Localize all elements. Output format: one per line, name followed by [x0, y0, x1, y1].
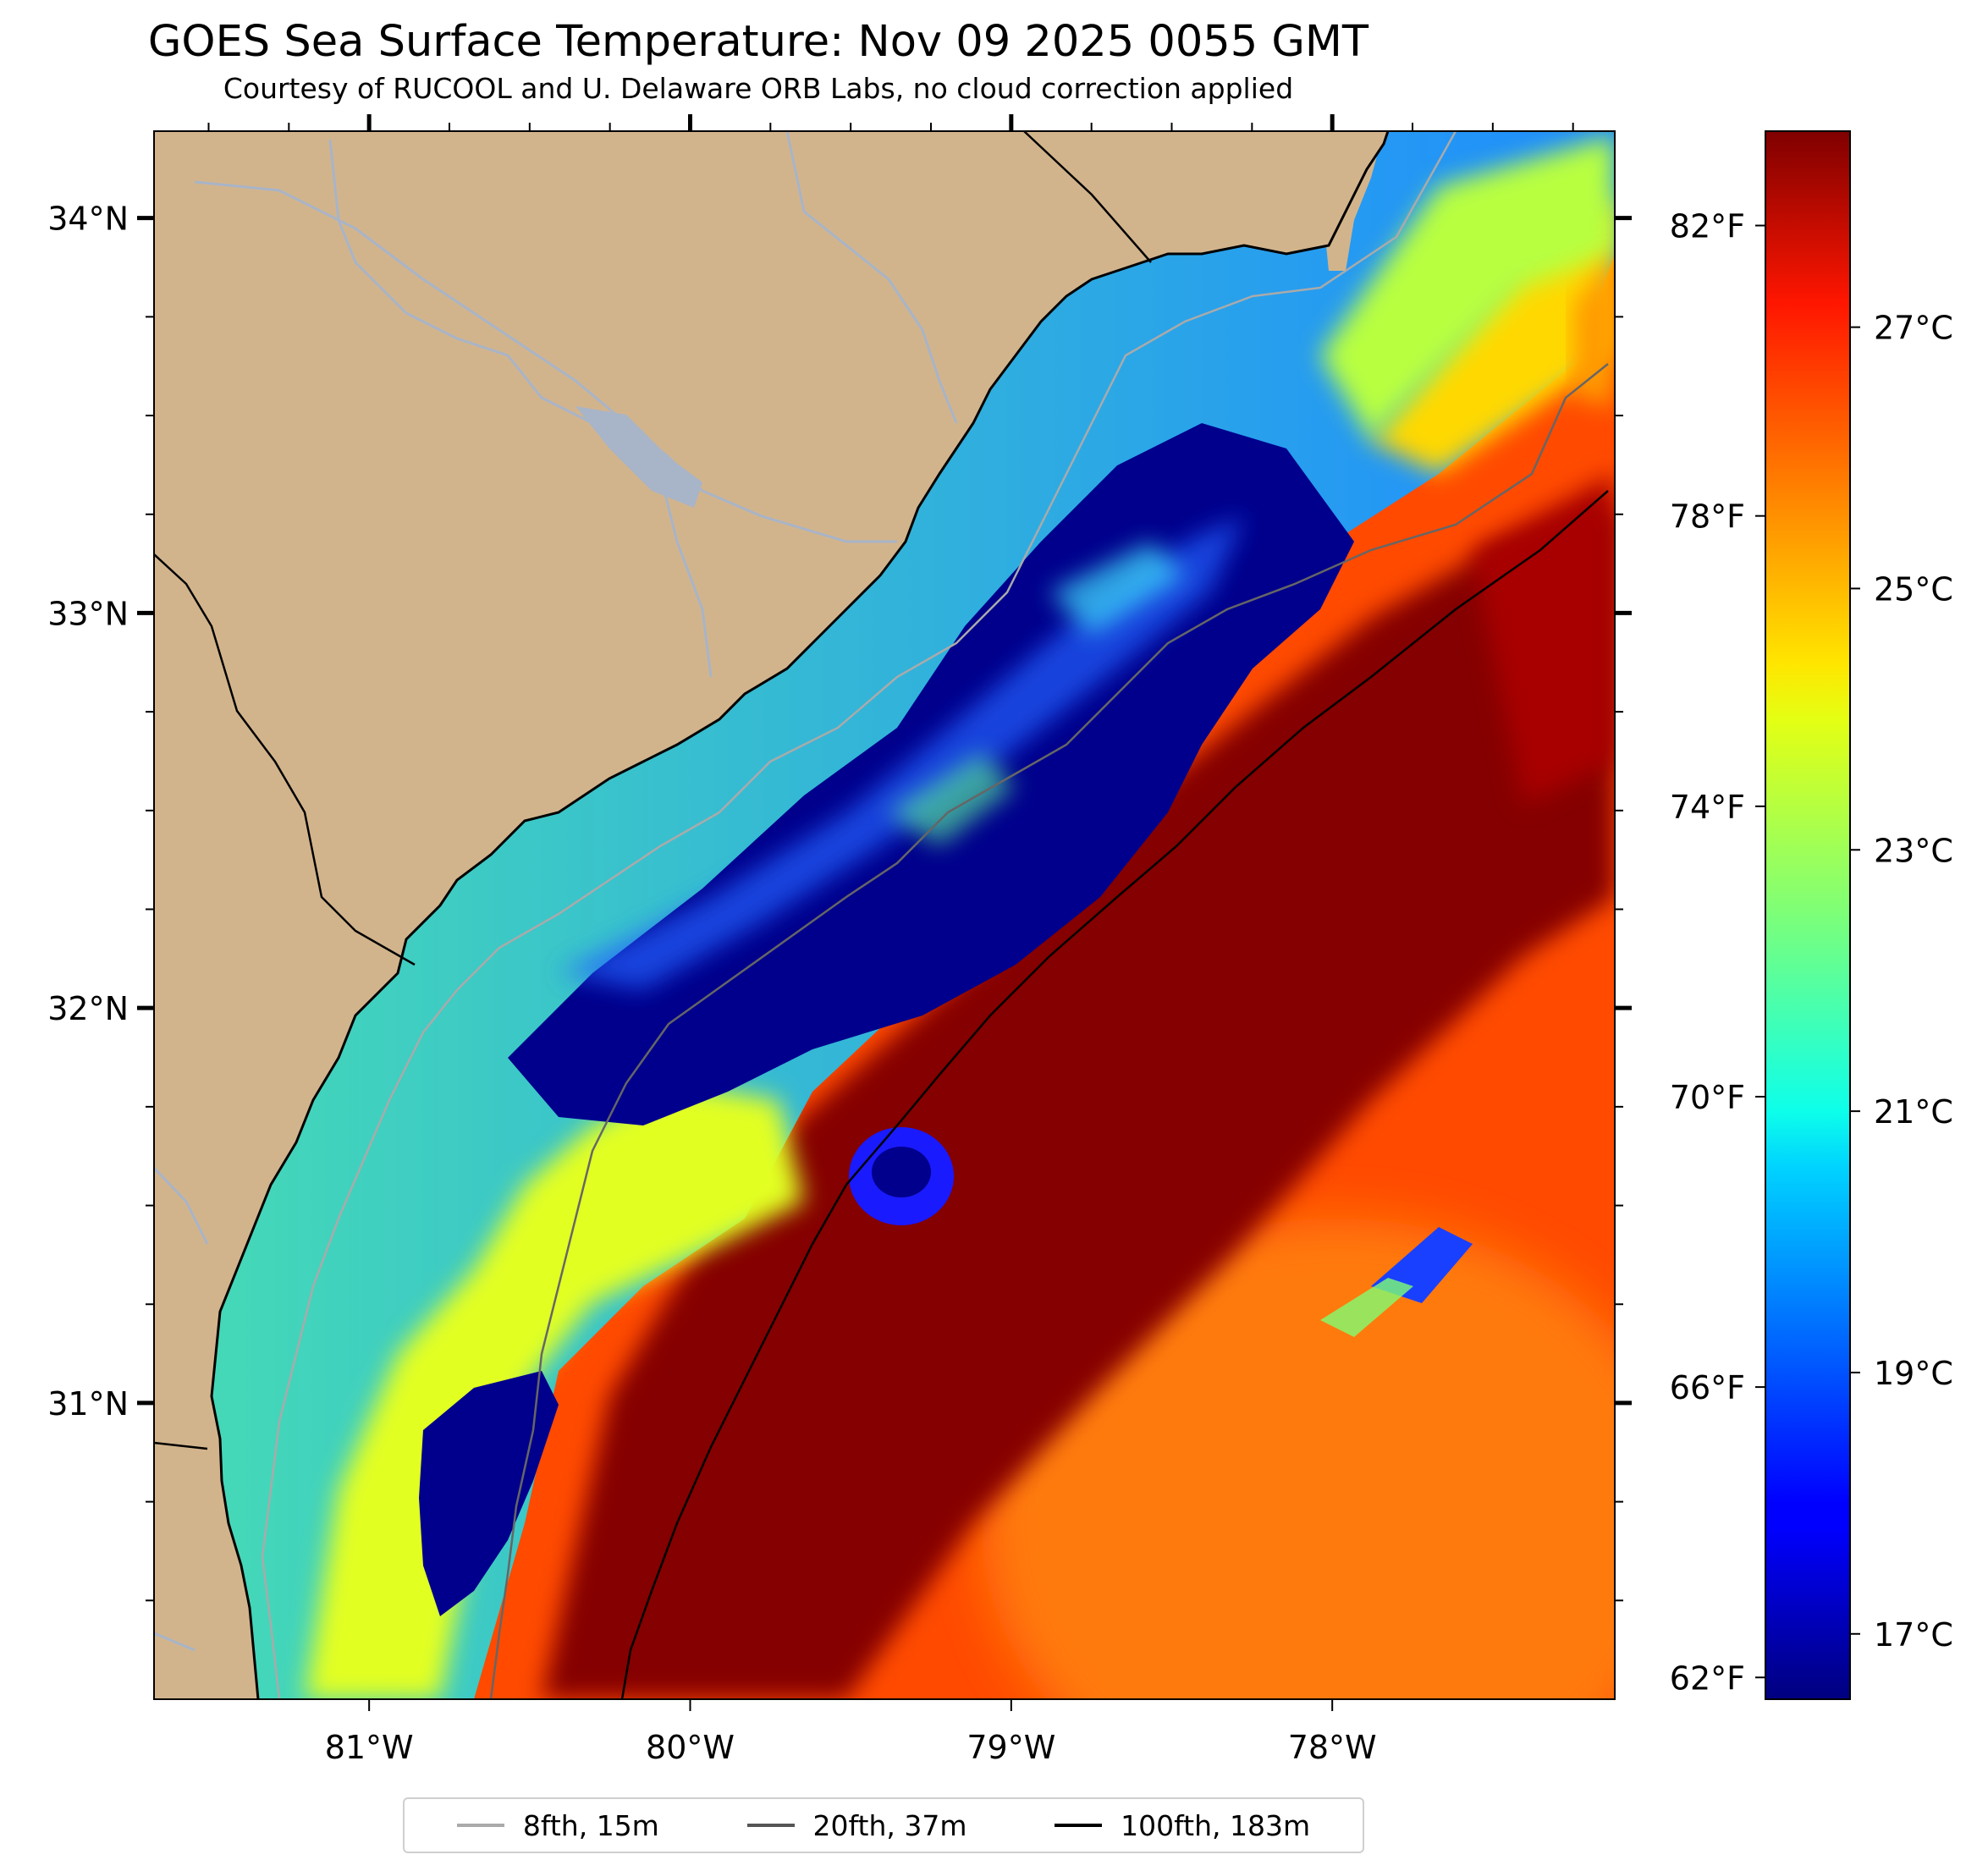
southern-cold-patch: [419, 1371, 559, 1616]
legend-label-20fth: 20fth, 37m: [812, 1808, 967, 1842]
lon-tick-label: 78°W: [1288, 1729, 1377, 1766]
legend-item-8fth: 8fth, 15m: [456, 1808, 659, 1842]
contour-legend: 8fth, 15m 20fth, 37m 100fth, 183m: [403, 1797, 1364, 1853]
lon-tick-label: 79°W: [966, 1729, 1055, 1766]
legend-swatch-8fth: [456, 1824, 504, 1827]
lat-tick-label: 32°N: [47, 990, 129, 1027]
celsius-tick-label: 27°C: [1874, 310, 1953, 347]
map-subtitle: Courtesy of RUCOOL and U. Delaware ORB L…: [223, 72, 1294, 105]
lon-tick-label: 81°W: [325, 1729, 414, 1766]
fahrenheit-tick-label: 74°F: [1670, 789, 1745, 826]
colorbar-ticks: 17°C 19°C 21°C 23°C 25°C 27°C 62°F 66°F 70°F 74°F…: [1670, 208, 1953, 1698]
gulf-stream-core: [542, 508, 1615, 1699]
fahrenheit-tick-label: 70°F: [1670, 1079, 1745, 1116]
lon-tick-label: 80°W: [646, 1729, 735, 1766]
contour-8fth: [261, 131, 1457, 1699]
rivers: [154, 131, 958, 1652]
contour-20fth: [489, 363, 1609, 1699]
state-border-ga-fl: [154, 1441, 208, 1450]
celsius-tick-label: 19°C: [1874, 1355, 1953, 1392]
lat-tick-label: 33°N: [47, 595, 129, 632]
map-frame: [153, 130, 1616, 1700]
lake: [575, 406, 702, 508]
lat-tick-label: 31°N: [47, 1385, 129, 1423]
fahrenheit-tick-label: 82°F: [1670, 208, 1745, 245]
legend-swatch-20fth: [746, 1824, 795, 1827]
celsius-tick-label: 23°C: [1874, 832, 1953, 869]
state-border-sc-nc: [1023, 131, 1152, 263]
legend-item-20fth: 20fth, 37m: [746, 1808, 967, 1842]
state-border-ga-sc: [154, 553, 416, 966]
map-plot-area: [154, 131, 1615, 1699]
legend-item-100fth: 100fth, 183m: [1055, 1809, 1310, 1842]
land-area: [154, 131, 1388, 1699]
celsius-tick-label: 25°C: [1874, 570, 1953, 608]
map-title: GOES Sea Surface Temperature: Nov 09 202…: [147, 17, 1369, 67]
fahrenheit-tick-label: 66°F: [1670, 1369, 1745, 1406]
celsius-tick-label: 21°C: [1874, 1093, 1953, 1131]
fahrenheit-tick-label: 78°F: [1670, 498, 1745, 536]
coastline: [210, 131, 1390, 1699]
celsius-tick-label: 17°C: [1874, 1616, 1953, 1654]
map-axis-ticks: 81°W 80°W 79°W 78°W 34°N 33°N 32°N 31°N: [47, 114, 1632, 1766]
legend-label-100fth: 100fth, 183m: [1121, 1808, 1311, 1842]
lat-tick-label: 34°N: [47, 201, 129, 238]
colorbar: [1765, 130, 1851, 1700]
fahrenheit-tick-label: 62°F: [1670, 1659, 1745, 1697]
contour-100fth: [620, 490, 1609, 1699]
legend-label-8fth: 8fth, 15m: [522, 1808, 659, 1842]
legend-swatch-100fth: [1055, 1824, 1103, 1827]
